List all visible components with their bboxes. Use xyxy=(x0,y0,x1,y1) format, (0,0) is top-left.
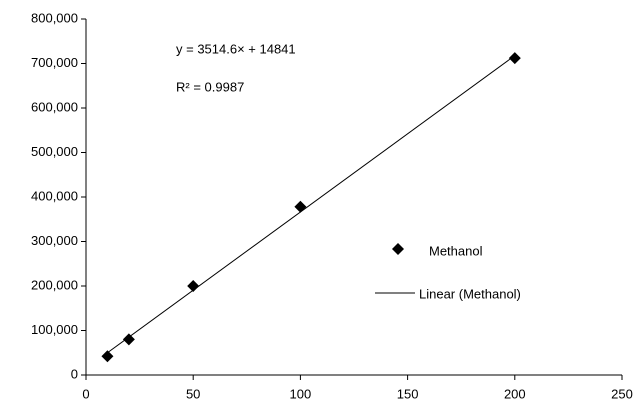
y-tick-label: 800,000 xyxy=(31,10,78,25)
x-tick-label: 100 xyxy=(290,386,312,401)
equation: y = 3514.6× + 14841 xyxy=(176,41,296,56)
y-tick-label: 300,000 xyxy=(31,233,78,248)
y-tick-label: 700,000 xyxy=(31,55,78,70)
y-tick-label: 0 xyxy=(71,366,78,381)
x-tick-label: 250 xyxy=(611,386,633,401)
y-tick-label: 200,000 xyxy=(31,277,78,292)
trendline xyxy=(107,55,516,354)
x-tick-label: 200 xyxy=(504,386,526,401)
legend-label: Linear (Methanol) xyxy=(419,286,521,301)
r-squared: R² = 0.9987 xyxy=(176,79,244,94)
legend-marker xyxy=(392,243,404,255)
y-tick-label: 400,000 xyxy=(31,188,78,203)
point xyxy=(122,333,135,346)
y-tick-label: 100,000 xyxy=(31,322,78,337)
x-tick-label: 150 xyxy=(397,386,419,401)
y-tick-label: 600,000 xyxy=(31,99,78,114)
legend-label: Methanol xyxy=(429,243,483,258)
y-tick-label: 500,000 xyxy=(31,144,78,159)
point xyxy=(294,200,307,213)
point xyxy=(187,280,200,292)
x-tick-label: 0 xyxy=(82,386,89,401)
x-tick-label: 50 xyxy=(186,386,200,401)
point xyxy=(508,52,521,65)
point xyxy=(101,350,114,363)
